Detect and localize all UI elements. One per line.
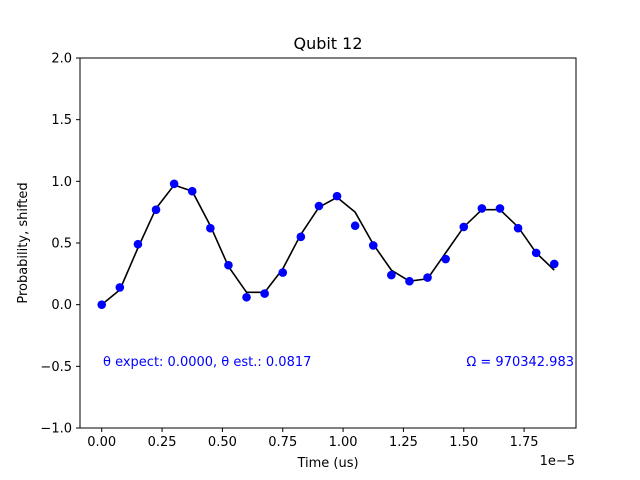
omega-annotation: Ω = 970342.983: [466, 355, 574, 370]
data-point: [133, 239, 143, 249]
data-point: [513, 223, 523, 233]
data-point: [549, 259, 559, 269]
data-point: [441, 254, 450, 264]
data-point: [260, 289, 269, 298]
x-axis-label: Time (us): [296, 456, 358, 471]
y-tick-label: −0.5: [40, 360, 72, 375]
data-point: [350, 221, 360, 231]
data-point: [278, 268, 288, 277]
y-tick-label: 2.0: [51, 52, 72, 67]
data-point: [314, 201, 324, 211]
plot-area: [97, 179, 559, 309]
data-point: [115, 283, 125, 292]
data-point: [332, 191, 342, 201]
x-tick-label: 1.75: [510, 435, 539, 450]
x-tick-label: 0.00: [87, 435, 116, 450]
data-point: [169, 179, 179, 189]
data-point: [151, 205, 161, 214]
y-tick-label: 0.5: [51, 237, 72, 252]
data-point: [405, 276, 414, 286]
x-tick-label: 1.25: [389, 435, 418, 450]
theta-annotation: θ expect: 0.0000, θ est.: 0.0817: [103, 355, 311, 370]
data-point: [531, 248, 541, 258]
data-point: [224, 260, 233, 270]
y-tick-label: 0.0: [51, 298, 72, 313]
data-point: [206, 223, 215, 233]
data-point: [495, 204, 505, 213]
x-axis: 0.00 0.25 0.50 0.75 1.00 1.25 1.50 1.75: [87, 428, 539, 450]
data-point: [387, 270, 396, 280]
x-tick-label: 0.50: [208, 435, 237, 450]
data-point: [477, 204, 487, 213]
x-axis-offset-label: 1e−5: [540, 454, 575, 469]
data-point: [242, 292, 251, 302]
data-point: [97, 300, 107, 309]
x-tick-label: 1.00: [329, 435, 358, 450]
x-tick-label: 0.25: [148, 435, 177, 450]
x-tick-label: 0.75: [268, 435, 297, 450]
data-point: [296, 232, 306, 242]
chart-title: Qubit 12: [293, 34, 362, 53]
data-point: [368, 241, 378, 250]
y-tick-label: 1.5: [51, 113, 72, 128]
data-point: [459, 222, 469, 232]
data-point: [423, 273, 432, 282]
y-axis-label: Probability, shifted: [16, 182, 31, 303]
data-point: [187, 186, 197, 196]
y-tick-label: −1.0: [40, 422, 72, 437]
y-tick-label: 1.0: [51, 175, 72, 190]
y-axis: −1.0 −0.5 0.0 0.5 1.0 1.5 2.0: [40, 52, 80, 437]
x-tick-label: 1.50: [449, 435, 478, 450]
